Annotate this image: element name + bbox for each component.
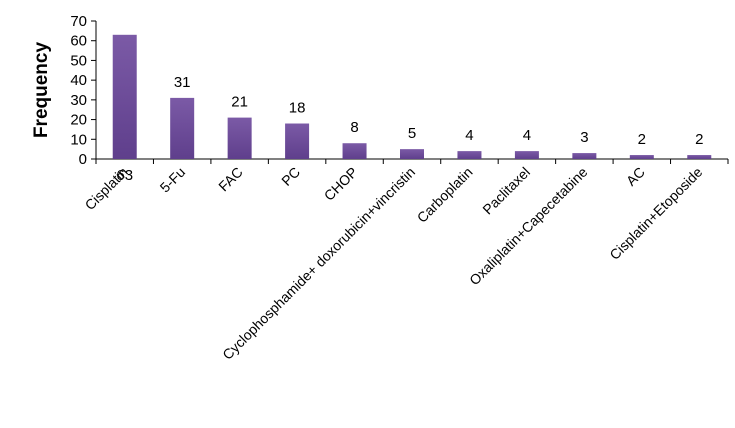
bar <box>687 155 712 159</box>
y-tick-label: 0 <box>79 151 87 168</box>
data-label: 8 <box>350 119 358 136</box>
data-label: 31 <box>174 74 191 91</box>
x-axis <box>95 158 729 164</box>
category-label: PC <box>278 164 303 189</box>
category-label: AC <box>623 164 648 189</box>
category-label: CHOP <box>321 164 361 204</box>
data-label: 4 <box>465 127 473 144</box>
data-label: 5 <box>408 125 416 142</box>
data-label: 2 <box>695 131 703 148</box>
data-label: 18 <box>289 100 306 117</box>
category-label: Oxaliplatin+Capecetabine <box>466 164 591 289</box>
y-axis: 0 10 20 30 40 50 60 70 <box>70 13 97 168</box>
y-axis-title: Frequency <box>31 42 52 139</box>
y-tick-label: 30 <box>70 92 87 109</box>
y-tick-label: 10 <box>70 131 87 148</box>
data-label: 21 <box>231 94 248 111</box>
category-label: FAC <box>215 164 246 195</box>
y-tick-label: 50 <box>70 52 87 69</box>
data-label: 4 <box>523 127 531 144</box>
bar <box>629 155 654 159</box>
category-label: Paclitaxel <box>479 164 533 218</box>
data-labels: 63 31 21 18 8 5 4 4 3 2 2 <box>116 74 703 184</box>
bars <box>112 34 712 159</box>
category-labels: Cisplatin 5-Fu FAC PC CHOPCyclophosphamide+ … <box>82 164 706 363</box>
bar <box>457 151 482 159</box>
y-tick-label: 40 <box>70 72 87 89</box>
category-label: Cisplatin+Etoposide <box>606 164 705 263</box>
bar <box>400 149 424 159</box>
data-label: 3 <box>580 129 588 146</box>
bar <box>285 123 310 159</box>
bar <box>227 117 252 159</box>
y-tick-label: 60 <box>70 33 87 50</box>
bar <box>514 151 539 159</box>
category-label: Cisplatin <box>82 164 131 213</box>
y-tick-label: 20 <box>70 112 87 129</box>
category-label: Carboplatin <box>414 164 476 226</box>
bar <box>170 97 195 159</box>
y-tick-label: 70 <box>70 13 87 30</box>
bar <box>572 153 597 159</box>
category-label: 5-Fu <box>157 164 189 196</box>
data-label: 2 <box>638 131 646 148</box>
data-label: 63 <box>116 167 133 184</box>
bar <box>342 143 367 159</box>
category-label: Cyclophosphamide+ doxorubicin+vincristin <box>219 164 418 363</box>
bar <box>112 34 137 159</box>
